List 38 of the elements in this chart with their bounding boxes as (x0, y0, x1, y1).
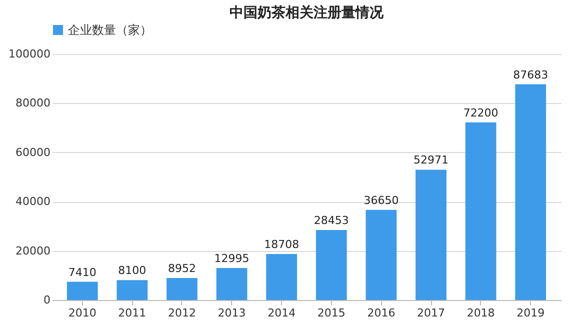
x-tick-label: 2013 (218, 306, 246, 320)
data-label: 52971 (414, 154, 449, 167)
x-tick-label: 2012 (168, 306, 196, 320)
data-label: 36650 (364, 194, 399, 207)
chart-title: 中国奶茶相关注册量情况 (230, 4, 384, 21)
x-tick-label: 2016 (367, 306, 396, 320)
data-label: 7410 (68, 266, 96, 279)
bar (366, 210, 397, 300)
x-tick-label: 2017 (417, 306, 446, 320)
x-tick-label: 2014 (268, 306, 296, 320)
y-tick-label: 100000 (8, 48, 50, 60)
x-tick-label: 2011 (118, 306, 146, 320)
y-tick-label: 80000 (16, 96, 50, 110)
data-label: 28453 (314, 214, 349, 228)
x-tick-label: 2015 (317, 306, 346, 320)
bar (316, 230, 347, 300)
bar (515, 84, 546, 300)
bar (216, 268, 248, 300)
bar (416, 170, 446, 300)
legend-label: 企业数量（家） (68, 23, 152, 37)
data-label: 18708 (264, 238, 300, 251)
bar (116, 280, 148, 300)
data-label: 12995 (214, 252, 250, 266)
x-tick-label: 2018 (466, 306, 495, 320)
data-label: 8952 (168, 262, 196, 275)
bar (66, 282, 98, 300)
x-tick-label: 2010 (68, 306, 96, 320)
y-tick-label: 20000 (16, 244, 50, 258)
y-tick-label: 60000 (16, 146, 50, 159)
y-tick-label: 40000 (16, 195, 50, 208)
bar (465, 122, 496, 300)
data-label: 72200 (463, 106, 498, 120)
bar (166, 278, 198, 300)
x-tick-label: 2019 (516, 306, 545, 320)
bar (266, 254, 298, 300)
data-label: 87683 (513, 68, 548, 82)
data-label: 8100 (118, 264, 146, 278)
y-tick-label: 0 (44, 294, 50, 306)
